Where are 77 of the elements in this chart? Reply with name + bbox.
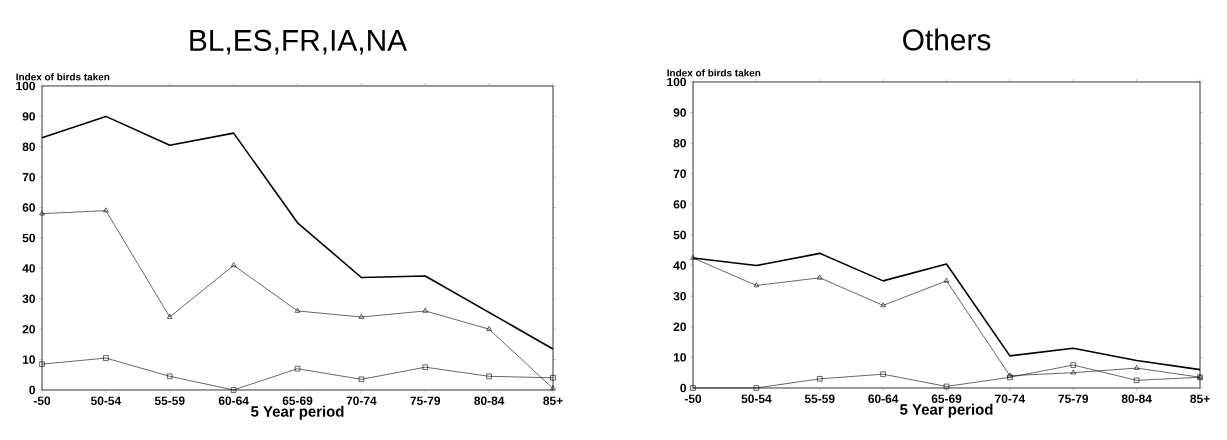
x-tick-label: 50-54	[741, 394, 772, 403]
x-tick-label: 85+	[1190, 394, 1210, 403]
point	[486, 326, 492, 331]
x-tick-label: -50	[33, 396, 51, 405]
y-tick-label: 20	[673, 322, 686, 332]
point	[358, 376, 365, 383]
y-tick-label: 40	[22, 264, 35, 273]
point	[690, 385, 696, 391]
x-tick-label: 75-79	[410, 396, 441, 405]
point	[817, 274, 823, 280]
y-tick-label: 0	[29, 385, 35, 395]
point	[753, 385, 760, 391]
point	[39, 210, 45, 216]
y-tick-label: 0	[680, 383, 686, 393]
point	[422, 364, 428, 370]
x-tick-label: 80-84	[474, 396, 505, 405]
x-tick-label: 70-74	[995, 394, 1026, 403]
point	[167, 373, 173, 379]
x-tick-label: 55-59	[804, 394, 835, 403]
point	[294, 366, 301, 372]
y-axis-title: Index of birds taken	[667, 69, 761, 77]
x-tick-label: 85+	[543, 396, 563, 405]
y-tick-label: 30	[22, 294, 35, 304]
point	[1070, 369, 1076, 375]
chart-title: Others	[903, 28, 991, 51]
point	[943, 277, 950, 283]
y-tick-label: 70	[22, 172, 35, 182]
point	[39, 361, 45, 367]
x-tick-label: 75-79	[1058, 394, 1089, 403]
x-tick-label: 50-54	[90, 396, 122, 405]
point	[880, 302, 886, 308]
y-tick-label: 60	[673, 200, 686, 209]
y-tick-label: 20	[22, 324, 35, 334]
y-tick-label: 100	[16, 81, 35, 91]
point	[943, 383, 950, 390]
point	[230, 262, 237, 268]
x-tick-label: 70-74	[346, 396, 377, 405]
x-tick-label: 80-84	[1121, 394, 1152, 403]
point	[230, 387, 237, 393]
y-tick-label: 70	[673, 169, 686, 179]
y-tick-label: 10	[22, 355, 35, 364]
point	[550, 385, 556, 391]
point	[550, 375, 556, 381]
point	[817, 376, 823, 382]
point	[294, 307, 301, 313]
point	[486, 373, 492, 379]
y-tick-label: 90	[22, 112, 35, 121]
point	[1133, 365, 1140, 370]
point	[1070, 362, 1076, 368]
y-axis-title: Index of birds taken	[16, 73, 110, 81]
x-tick-label: -50	[684, 394, 702, 403]
y-tick-label: 30	[673, 291, 686, 301]
x-tick-label: 60-64	[868, 394, 899, 403]
y-tick-label: 50	[673, 230, 686, 240]
x-tick-label: 60-64	[218, 396, 249, 405]
y-tick-label: 50	[22, 233, 35, 243]
point	[103, 207, 109, 213]
point	[753, 282, 760, 288]
x-axis-title: 5 Year period	[251, 405, 344, 420]
y-tick-label: 80	[22, 142, 35, 152]
point	[103, 355, 109, 361]
y-tick-label: 60	[22, 203, 35, 212]
point	[358, 313, 365, 319]
y-tick-label: 100	[667, 77, 686, 87]
y-tick-label: 10	[673, 353, 686, 362]
x-tick-label: 65-69	[931, 394, 962, 403]
point	[1133, 377, 1140, 384]
y-tick-label: 90	[673, 108, 686, 117]
point	[880, 371, 886, 377]
y-tick-label: 40	[673, 261, 686, 270]
y-tick-label: 80	[673, 138, 686, 148]
x-tick-label: 65-69	[282, 396, 313, 405]
chart-title: BL,ES,FR,IA,NA	[190, 29, 408, 55]
point	[422, 307, 428, 313]
x-tick-label: 55-59	[154, 396, 185, 405]
x-axis-title: 5 Year period	[900, 403, 993, 418]
point	[167, 313, 173, 319]
